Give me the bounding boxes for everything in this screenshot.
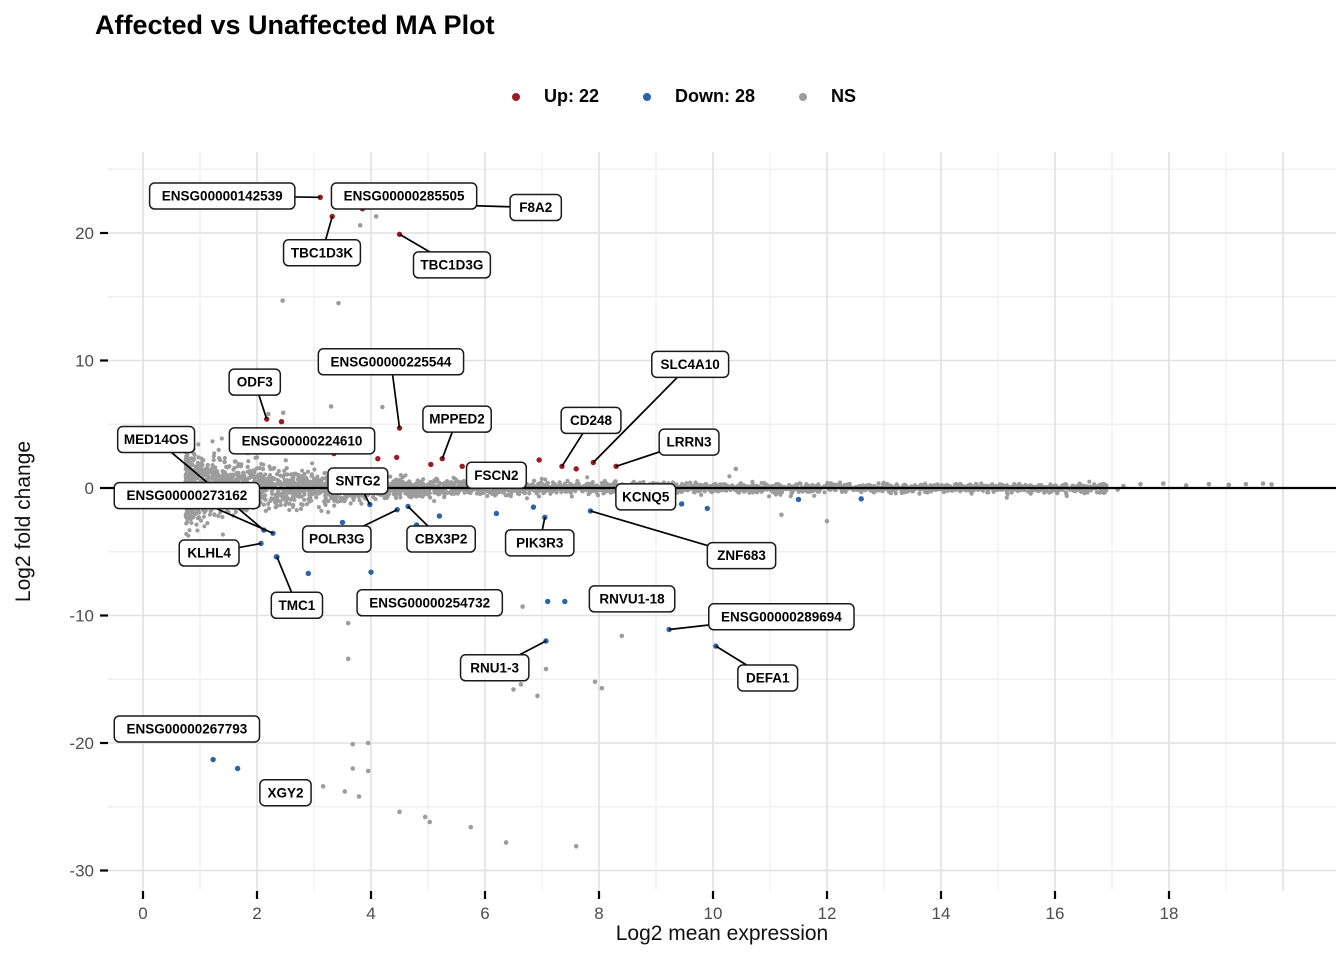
gene-labels: ENSG00000142539 ENSG00000285505 F8A2 TBC1D3… bbox=[113, 182, 855, 807]
svg-text:TMC1: TMC1 bbox=[279, 598, 316, 613]
ns-dot-icon bbox=[799, 92, 808, 101]
gene-label-ENSG00000142539: ENSG00000142539 bbox=[148, 182, 296, 210]
x-tick-label: 6 bbox=[480, 904, 489, 923]
svg-text:SLC4A10: SLC4A10 bbox=[661, 357, 720, 372]
gene-label-POLR3G: POLR3G bbox=[301, 525, 372, 553]
gene-label-ENSG00000267793: ENSG00000267793 bbox=[113, 715, 261, 743]
gene-point-KCNQ5 bbox=[678, 501, 685, 507]
x-tick-label: 16 bbox=[1046, 904, 1065, 923]
gene-label-ENSG00000225544: ENSG00000225544 bbox=[317, 348, 465, 376]
gene-label-PIK3R3: PIK3R3 bbox=[504, 529, 575, 557]
gene-label-XGY2: XGY2 bbox=[259, 778, 312, 807]
svg-text:ZNF683: ZNF683 bbox=[717, 548, 766, 563]
gene-label-CD248: CD248 bbox=[560, 406, 622, 435]
gene-label-LRRN3: LRRN3 bbox=[658, 428, 720, 456]
plot-title: Affected vs Unaffected MA Plot bbox=[95, 10, 495, 40]
y-tick-label: -30 bbox=[69, 862, 94, 881]
x-tick-label: 10 bbox=[704, 904, 723, 923]
gene-label-FSCN2: FSCN2 bbox=[465, 461, 528, 489]
legend-item-ns: NS bbox=[799, 86, 856, 107]
svg-text:POLR3G: POLR3G bbox=[309, 532, 365, 547]
y-tick-label: -10 bbox=[69, 607, 94, 626]
x-tick-label: 4 bbox=[366, 904, 375, 923]
svg-text:MED14OS: MED14OS bbox=[124, 432, 189, 447]
axes: 0 2 4 6 8 10 12 14 16 18 -30 -20 -10 0 10 20 Log2 mean e… bbox=[12, 224, 1178, 945]
gene-label-ENSG00000224610: ENSG00000224610 bbox=[228, 427, 376, 455]
svg-text:ENSG00000142539: ENSG00000142539 bbox=[162, 189, 283, 204]
gene-point-ENSG00000267793 bbox=[210, 756, 216, 763]
gene-label-RNU1-3: RNU1-3 bbox=[459, 654, 530, 682]
gene-label-SLC4A10: SLC4A10 bbox=[651, 350, 730, 379]
y-tick-label: 0 bbox=[85, 479, 94, 498]
gene-label-TBC1D3G: TBC1D3G bbox=[412, 251, 492, 279]
gene-label-ODF3: ODF3 bbox=[228, 368, 282, 396]
x-tick-label: 0 bbox=[138, 904, 147, 923]
up-dot-icon bbox=[512, 92, 520, 101]
gene-label-DEFA1: DEFA1 bbox=[737, 664, 799, 692]
y-tick-label: 20 bbox=[75, 224, 94, 243]
gene-label-SNTG2: SNTG2 bbox=[327, 467, 389, 495]
gene-label-RNVU1-18: RNVU1-18 bbox=[588, 585, 676, 613]
x-tick-label: 14 bbox=[932, 904, 951, 923]
svg-text:ENSG00000285505: ENSG00000285505 bbox=[344, 189, 465, 204]
gene-label-ENSG00000273162: ENSG00000273162 bbox=[113, 481, 261, 510]
svg-text:ENSG00000254732: ENSG00000254732 bbox=[369, 595, 490, 610]
svg-text:KLHL4: KLHL4 bbox=[187, 546, 231, 561]
svg-text:SNTG2: SNTG2 bbox=[335, 474, 380, 489]
svg-text:PIK3R3: PIK3R3 bbox=[516, 535, 564, 550]
svg-text:RNU1-3: RNU1-3 bbox=[470, 660, 519, 675]
svg-text:ENSG00000224610: ENSG00000224610 bbox=[242, 433, 363, 448]
legend-down-label: Down: 28 bbox=[675, 86, 756, 106]
svg-text:ODF3: ODF3 bbox=[237, 375, 273, 390]
svg-text:DEFA1: DEFA1 bbox=[746, 671, 790, 686]
legend: Up: 22 Down: 28 NS bbox=[512, 86, 856, 107]
svg-text:CD248: CD248 bbox=[570, 413, 613, 428]
x-tick-label: 18 bbox=[1160, 904, 1179, 923]
gene-label-MPPED2: MPPED2 bbox=[422, 405, 492, 433]
svg-text:ENSG00000225544: ENSG00000225544 bbox=[331, 354, 452, 369]
gene-label-TMC1: TMC1 bbox=[270, 591, 324, 620]
svg-text:KCNQ5: KCNQ5 bbox=[622, 489, 670, 504]
x-axis-title: Log2 mean expression bbox=[616, 922, 828, 945]
gene-label-KCNQ5: KCNQ5 bbox=[615, 483, 677, 511]
x-tick-label: 2 bbox=[252, 904, 261, 923]
svg-text:FSCN2: FSCN2 bbox=[474, 468, 518, 483]
y-tick-label: -20 bbox=[69, 734, 94, 753]
svg-text:MPPED2: MPPED2 bbox=[429, 412, 485, 427]
legend-item-up: Up: 22 bbox=[512, 86, 599, 107]
y-tick-label: 10 bbox=[75, 352, 94, 371]
svg-text:ENSG00000267793: ENSG00000267793 bbox=[126, 722, 247, 737]
gene-point-XGY2 bbox=[234, 765, 241, 772]
gene-label-ENSG00000254732: ENSG00000254732 bbox=[356, 589, 504, 617]
gene-label-CBX3P2: CBX3P2 bbox=[406, 525, 477, 553]
svg-text:RNVU1-18: RNVU1-18 bbox=[599, 591, 665, 606]
svg-text:CBX3P2: CBX3P2 bbox=[415, 532, 468, 547]
gene-point-ENSG00000254732 bbox=[545, 598, 551, 605]
x-tick-label: 12 bbox=[818, 904, 837, 923]
gene-point-RNVU1-18 bbox=[562, 598, 568, 605]
down-dot-icon bbox=[643, 92, 652, 101]
x-tick-label: 8 bbox=[594, 904, 603, 923]
legend-item-down: Down: 28 bbox=[643, 86, 755, 107]
legend-up-label: Up: 22 bbox=[544, 86, 600, 106]
gene-label-KLHL4: KLHL4 bbox=[178, 539, 240, 567]
svg-text:TBC1D3G: TBC1D3G bbox=[420, 257, 483, 272]
gene-label-ENSG00000285505: ENSG00000285505 bbox=[330, 182, 478, 210]
gene-label-TBC1D3K: TBC1D3K bbox=[282, 239, 362, 267]
svg-text:XGY2: XGY2 bbox=[267, 785, 303, 800]
svg-text:ENSG00000289694: ENSG00000289694 bbox=[721, 609, 842, 624]
gene-label-F8A2: F8A2 bbox=[509, 193, 563, 222]
legend-ns-label: NS bbox=[831, 86, 857, 106]
svg-text:LRRN3: LRRN3 bbox=[667, 435, 712, 450]
gene-label-MED14OS: MED14OS bbox=[116, 425, 196, 454]
gene-label-ENSG00000289694: ENSG00000289694 bbox=[708, 603, 855, 631]
svg-text:TBC1D3K: TBC1D3K bbox=[291, 245, 354, 260]
y-axis-title: Log2 fold change bbox=[12, 441, 35, 602]
svg-text:ENSG00000273162: ENSG00000273162 bbox=[126, 488, 247, 503]
gene-label-ZNF683: ZNF683 bbox=[706, 541, 777, 570]
svg-text:F8A2: F8A2 bbox=[519, 200, 552, 215]
